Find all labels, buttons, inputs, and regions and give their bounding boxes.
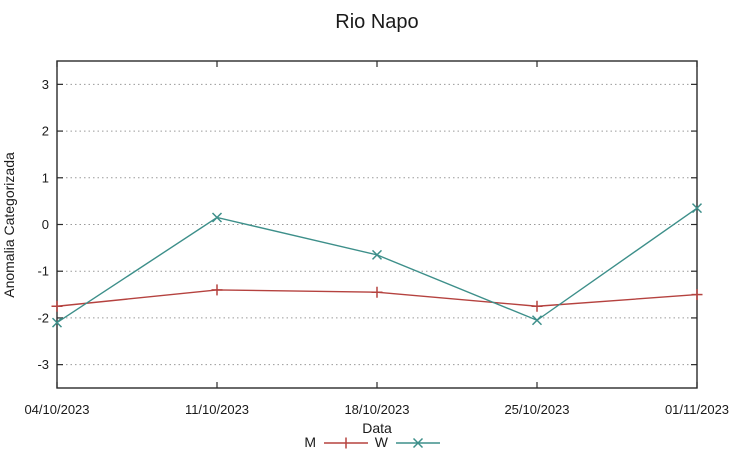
data-series-layer [51, 203, 703, 328]
legend-label-w: W [375, 434, 389, 450]
marker-cross-W [371, 249, 383, 260]
marker-plus-M [51, 300, 63, 312]
plot-border [56, 60, 698, 389]
legend: M W [304, 434, 440, 450]
marker-stroke [691, 203, 703, 214]
x-tick-label: 25/10/2023 [504, 402, 569, 417]
marker-cross-W [51, 317, 63, 328]
marker-plus-M [531, 300, 543, 312]
y-tick-label: 0 [42, 217, 49, 232]
gridlines-layer [57, 83, 697, 366]
y-tick-label: -1 [37, 264, 49, 279]
y-tick-label: 2 [42, 124, 49, 139]
x-tick-label: 01/11/2023 [665, 402, 729, 417]
x-tick-label: 04/10/2023 [24, 402, 89, 417]
marker-cross-W [531, 315, 543, 326]
marker-stroke [531, 315, 543, 326]
x-tick-label: 18/10/2023 [344, 402, 409, 417]
x-tick-label: 11/10/2023 [185, 402, 249, 417]
marker-stroke [51, 317, 63, 328]
marker-stroke [211, 212, 223, 223]
marker-cross-W [211, 212, 223, 223]
y-tick-label: 3 [42, 77, 49, 92]
legend-cross-marker-icon [412, 437, 424, 449]
marker-stroke [371, 249, 383, 260]
series-line-W [56, 207, 698, 324]
y-axis-label: Anomalia Categorizada [1, 152, 17, 298]
y-tick-label: -3 [37, 357, 49, 372]
x-axis-label: Data [362, 420, 392, 436]
marker-plus-M [691, 289, 703, 301]
chart-title: Rio Napo [335, 11, 418, 33]
y-tick-label: -2 [37, 310, 49, 325]
y-tick-label: 1 [42, 170, 49, 185]
marker-cross-W [691, 203, 703, 214]
axes-layer: -3 -2 -1 0 1 2 3 04/10/2023 11/10/2023 18/10/2023… [24, 60, 729, 417]
legend-label-m: M [304, 434, 316, 450]
marker-plus-M [211, 284, 223, 296]
marker-plus-M [371, 286, 383, 298]
